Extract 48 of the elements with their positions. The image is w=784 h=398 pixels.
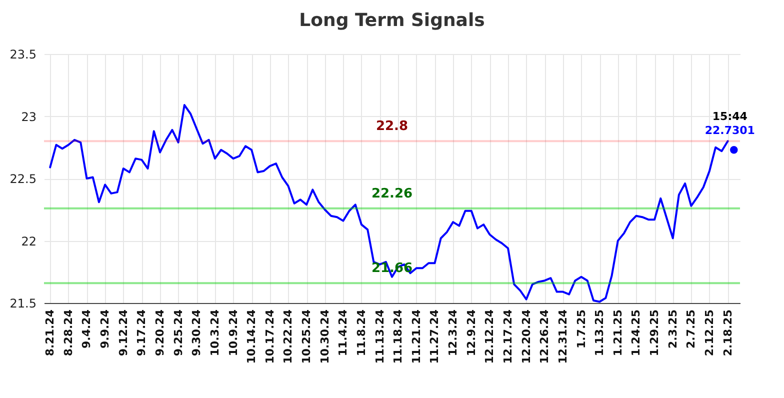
x-tick-label: 12.3.24 <box>446 309 460 356</box>
x-tick-label: 2.18.25 <box>721 310 734 356</box>
x-tick-label: 1.7.25 <box>574 310 588 348</box>
x-tick-label: 11.27.24 <box>428 309 442 364</box>
x-tick-label: 11.4.24 <box>336 309 350 356</box>
x-tick-label: 10.3.24 <box>208 309 222 356</box>
ref-line-label: 22.26 <box>371 186 413 202</box>
x-tick-label: 1.13.25 <box>593 310 606 356</box>
x-tick-label: 9.20.24 <box>154 309 166 356</box>
x-tick-label: 2.3.25 <box>666 310 680 348</box>
x-tick-label: 9.4.24 <box>80 309 94 348</box>
x-tick-label: 1.21.25 <box>611 310 624 356</box>
x-tick-label: 8.28.24 <box>62 309 75 356</box>
x-tick-label: 11.18.24 <box>392 309 405 364</box>
x-tick-label: 12.20.24 <box>520 309 533 364</box>
x-tick-label: 10.17.24 <box>263 309 276 364</box>
ref-line-label: 22.8 <box>376 119 408 134</box>
x-tick-label: 9.17.24 <box>135 309 148 356</box>
x-tick-label: 10.25.24 <box>300 309 314 364</box>
annotation: 15:44 <box>712 110 748 123</box>
x-tick-label: 9.12.24 <box>116 309 130 356</box>
x-tick-label: 10.9.24 <box>226 309 240 356</box>
x-tick-label: 10.14.24 <box>245 309 258 364</box>
x-tick-label: 12.26.24 <box>538 309 552 364</box>
x-tick-label: 11.8.24 <box>354 309 368 356</box>
y-tick-label: 22 <box>21 234 36 248</box>
x-tick-label: 9.9.24 <box>98 309 112 348</box>
x-tick-label: 1.24.25 <box>630 310 643 356</box>
y-tick-label: 23 <box>21 110 36 124</box>
x-tick-label: 9.25.24 <box>172 309 185 356</box>
y-tick-label: 23.5 <box>10 48 36 62</box>
data-label: 22.7301 <box>704 124 755 137</box>
y-tick-label: 21.5 <box>10 296 36 310</box>
chart-title: Long Term Signals <box>299 10 485 31</box>
y-tick-label: 22.5 <box>10 172 36 186</box>
x-tick-label: 2.7.25 <box>684 310 698 348</box>
x-tick-label: 9.30.24 <box>190 309 204 356</box>
x-tick-label: 8.21.24 <box>44 309 57 356</box>
x-tick-label: 1.29.25 <box>648 310 662 356</box>
x-tick-label: 2.12.25 <box>702 310 716 356</box>
x-tick-label: 10.22.24 <box>282 309 295 364</box>
x-tick-label: 11.21.24 <box>410 309 423 364</box>
x-tick-label: 12.9.24 <box>464 309 478 356</box>
x-tick-label: 11.13.24 <box>373 309 386 364</box>
x-tick-label: 10.30.24 <box>318 309 332 364</box>
x-tick-label: 12.12.24 <box>483 309 496 364</box>
x-tick-label: 12.31.24 <box>556 309 570 364</box>
x-tick-label: 12.17.24 <box>502 309 514 364</box>
